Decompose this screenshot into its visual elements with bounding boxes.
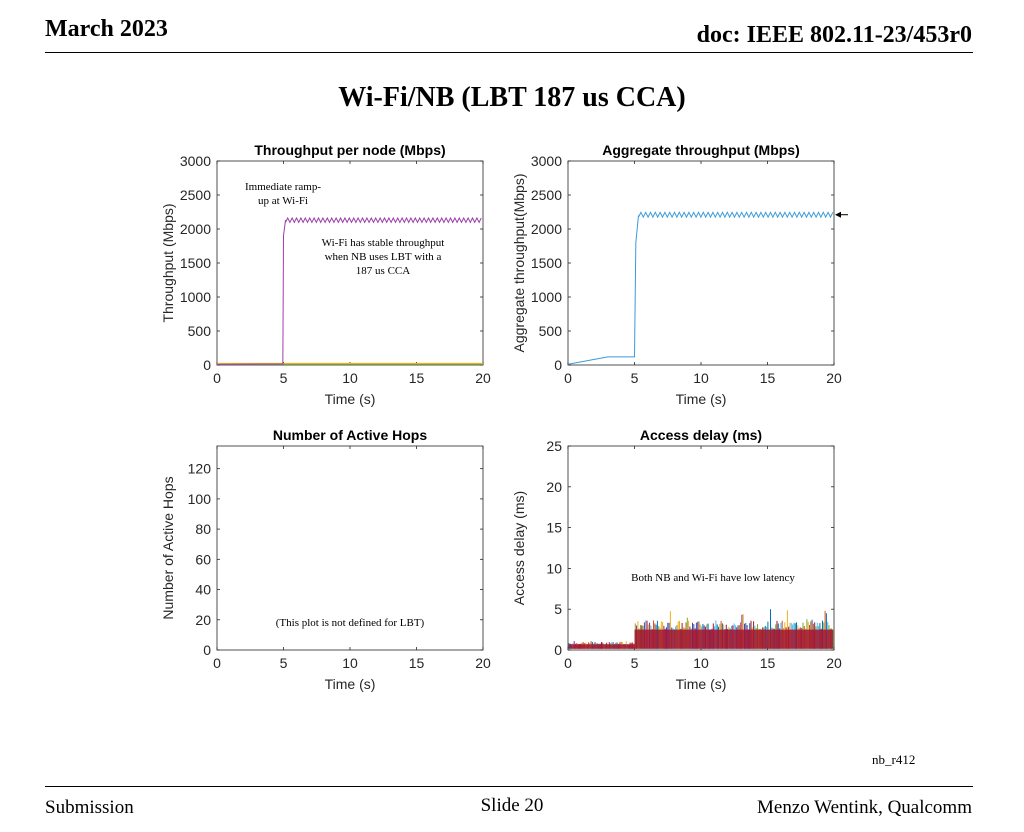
slide-title: Wi-Fi/NB (LBT 187 us CCA) xyxy=(338,82,686,113)
chart-title: Throughput per node (Mbps) xyxy=(254,142,445,158)
x-tick-label: 10 xyxy=(342,370,358,386)
y-tick-label: 2500 xyxy=(531,187,562,203)
chart-title: Aggregate throughput (Mbps) xyxy=(602,142,800,158)
annotation-ramp-up: up at Wi-Fi xyxy=(258,195,308,207)
y-tick-label: 2500 xyxy=(180,187,211,203)
chart-title: Access delay (ms) xyxy=(640,427,762,443)
annotation-low-latency: Both NB and Wi-Fi have low latency xyxy=(631,572,795,584)
chart-panel-3: Number of Active Hops 0 5 10 15 20 0 20 40 60 80 10… xyxy=(160,427,491,692)
x-tick-label: 20 xyxy=(475,370,491,386)
y-tick-label: 80 xyxy=(195,521,211,537)
y-tick-label: 0 xyxy=(203,642,211,658)
chart-panel-1: Throughput per node (Mbps) 0 5 10 15 20 0 500 10… xyxy=(160,142,491,407)
x-tick-label: 15 xyxy=(760,655,776,671)
plot-area xyxy=(216,445,484,651)
x-tick-label: 5 xyxy=(631,370,639,386)
x-tick-label: 10 xyxy=(693,370,709,386)
y-tick-label: 0 xyxy=(203,357,211,373)
chart-panel-4: Access delay (ms) 0 5 10 15 20 0 5 10 15 20 25 Time … xyxy=(511,427,842,692)
y-tick-label: 1000 xyxy=(180,289,211,305)
x-tick-label: 20 xyxy=(826,655,842,671)
y-tick-label: 10 xyxy=(546,560,562,576)
y-tick-label: 500 xyxy=(188,323,212,339)
arrow-head xyxy=(835,211,841,218)
x-tick-label: 15 xyxy=(409,370,425,386)
annotation-stable: when NB uses LBT with a xyxy=(325,251,442,263)
y-axis-label: Throughput (Mbps) xyxy=(160,203,176,322)
y-tick-label: 120 xyxy=(188,461,212,477)
plot-area xyxy=(567,160,835,366)
delay-band-before xyxy=(569,644,635,649)
y-tick-label: 60 xyxy=(195,551,211,567)
delay-band-after xyxy=(634,629,833,649)
footer-author: Menzo Wentink, Qualcomm xyxy=(757,797,972,818)
x-tick-label: 0 xyxy=(564,655,572,671)
y-tick-label: 5 xyxy=(554,601,562,617)
header-doc-id: doc: IEEE 802.11-23/453r0 xyxy=(696,22,972,48)
x-tick-label: 20 xyxy=(475,655,491,671)
y-tick-label: 1500 xyxy=(180,255,211,271)
footer-rule xyxy=(45,786,973,787)
y-tick-label: 25 xyxy=(546,438,562,454)
x-axis-label: Time (s) xyxy=(676,676,727,692)
aggregate-line xyxy=(568,211,834,365)
y-axis-label: Aggregate throughput(Mbps) xyxy=(511,174,527,353)
y-tick-label: 20 xyxy=(195,612,211,628)
y-tick-label: 0 xyxy=(554,642,562,658)
x-axis-label: Time (s) xyxy=(676,391,727,407)
data-layer xyxy=(217,216,483,365)
figure-tag: nb_r412 xyxy=(872,752,916,767)
header-rule xyxy=(45,52,973,53)
footer-slide-number: Slide 20 xyxy=(480,795,544,816)
y-tick-label: 1000 xyxy=(531,289,562,305)
annotation-ramp-up: Immediate ramp- xyxy=(245,181,321,193)
y-axis-label: Access delay (ms) xyxy=(511,491,527,605)
wifi-node-line xyxy=(217,216,482,365)
x-tick-label: 5 xyxy=(280,655,288,671)
x-tick-label: 0 xyxy=(564,370,572,386)
plot-area xyxy=(567,445,835,651)
y-tick-label: 2000 xyxy=(531,221,562,237)
y-tick-label: 100 xyxy=(188,491,212,507)
footer-submission: Submission xyxy=(45,797,134,818)
chart-panel-2: Aggregate throughput (Mbps) 0 5 10 15 20 0 500 1… xyxy=(511,142,848,407)
y-tick-label: 3000 xyxy=(531,153,562,169)
x-tick-label: 15 xyxy=(760,370,776,386)
y-axis-label: Number of Active Hops xyxy=(160,476,176,619)
x-axis-label: Time (s) xyxy=(325,676,376,692)
y-tick-label: 20 xyxy=(546,479,562,495)
x-tick-label: 20 xyxy=(826,370,842,386)
header-date: March 2023 xyxy=(45,16,168,42)
data-layer xyxy=(568,609,834,649)
y-tick-label: 3000 xyxy=(180,153,211,169)
x-tick-label: 5 xyxy=(631,655,639,671)
x-tick-label: 0 xyxy=(213,655,221,671)
x-tick-label: 10 xyxy=(342,655,358,671)
annotation-stable: Wi-Fi has stable throughput xyxy=(322,237,445,249)
y-tick-label: 15 xyxy=(546,520,562,536)
chart-title: Number of Active Hops xyxy=(273,427,427,443)
y-tick-label: 1500 xyxy=(531,255,562,271)
x-tick-label: 0 xyxy=(213,370,221,386)
x-tick-label: 10 xyxy=(693,655,709,671)
y-tick-label: 2000 xyxy=(180,221,211,237)
x-tick-label: 5 xyxy=(280,370,288,386)
data-layer xyxy=(568,211,834,365)
y-tick-label: 0 xyxy=(554,357,562,373)
annotation-not-defined: (This plot is not defined for LBT) xyxy=(276,617,425,629)
y-tick-label: 500 xyxy=(539,323,563,339)
x-axis-label: Time (s) xyxy=(325,391,376,407)
x-tick-label: 15 xyxy=(409,655,425,671)
y-tick-label: 40 xyxy=(195,582,211,598)
annotation-stable: 187 us CCA xyxy=(356,265,410,277)
